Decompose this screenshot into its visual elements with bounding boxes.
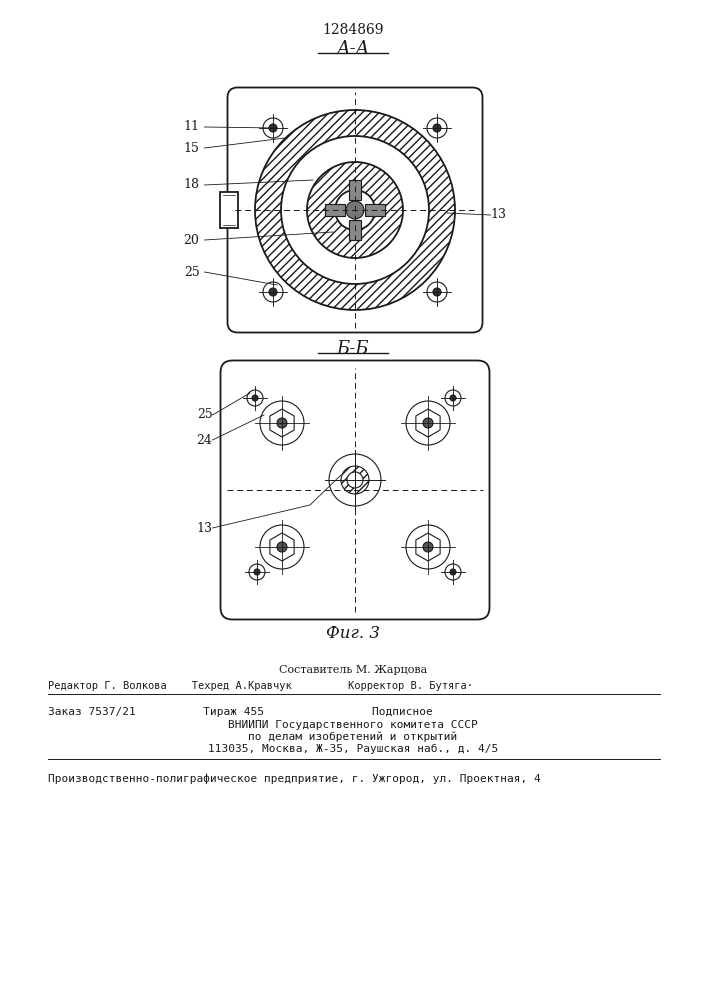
Circle shape xyxy=(347,472,363,488)
Text: 24: 24 xyxy=(197,434,213,446)
Circle shape xyxy=(335,190,375,230)
Text: Производственно-полиграфическое предприятие, г. Ужгород, ул. Проектная, 4: Производственно-полиграфическое предприя… xyxy=(48,773,541,784)
FancyBboxPatch shape xyxy=(221,360,489,619)
Circle shape xyxy=(255,110,455,310)
Text: 1284869: 1284869 xyxy=(322,23,384,37)
Circle shape xyxy=(433,288,441,296)
Polygon shape xyxy=(270,533,294,561)
Bar xyxy=(365,204,385,216)
Circle shape xyxy=(341,466,369,494)
Text: Составитель М. Жарцова: Составитель М. Жарцова xyxy=(279,665,427,675)
Text: Редактор Г. Волкова    Техред А.Кравчук         Корректор В. Бутяга·: Редактор Г. Волкова Техред А.Кравчук Кор… xyxy=(48,681,473,691)
Text: по делам изобретений и открытий: по делам изобретений и открытий xyxy=(248,732,457,742)
Circle shape xyxy=(423,418,433,428)
Text: 13: 13 xyxy=(491,209,506,222)
Bar xyxy=(219,192,238,228)
Text: А-А: А-А xyxy=(337,40,370,58)
Circle shape xyxy=(254,569,260,575)
Text: 18: 18 xyxy=(184,178,199,192)
Text: 113035, Москва, Ж-35, Раушская наб., д. 4/5: 113035, Москва, Ж-35, Раушская наб., д. … xyxy=(208,744,498,754)
Text: 20: 20 xyxy=(184,233,199,246)
Text: Заказ 7537/21          Тираж 455                Подписное: Заказ 7537/21 Тираж 455 Подписное xyxy=(48,707,433,717)
Text: Фиг. 3: Фиг. 3 xyxy=(326,625,380,642)
Circle shape xyxy=(423,542,433,552)
Polygon shape xyxy=(270,409,294,437)
Circle shape xyxy=(433,124,441,132)
FancyBboxPatch shape xyxy=(228,88,482,332)
Circle shape xyxy=(269,124,277,132)
Text: 15: 15 xyxy=(184,141,199,154)
Circle shape xyxy=(252,395,258,401)
Bar xyxy=(349,220,361,240)
Text: 25: 25 xyxy=(197,408,213,422)
Text: Б-Б: Б-Б xyxy=(337,340,369,358)
Circle shape xyxy=(307,162,403,258)
Text: ВНИИПИ Государственного комитета СССР: ВНИИПИ Государственного комитета СССР xyxy=(228,720,478,730)
Bar xyxy=(325,204,345,216)
Circle shape xyxy=(277,418,287,428)
Polygon shape xyxy=(416,409,440,437)
Polygon shape xyxy=(416,533,440,561)
Bar xyxy=(349,180,361,200)
Circle shape xyxy=(281,136,429,284)
Circle shape xyxy=(450,395,456,401)
Text: 25: 25 xyxy=(184,265,199,278)
Circle shape xyxy=(346,201,364,219)
Circle shape xyxy=(277,542,287,552)
Circle shape xyxy=(450,569,456,575)
Circle shape xyxy=(269,288,277,296)
Text: 13: 13 xyxy=(197,522,213,534)
Text: 11: 11 xyxy=(184,120,199,133)
